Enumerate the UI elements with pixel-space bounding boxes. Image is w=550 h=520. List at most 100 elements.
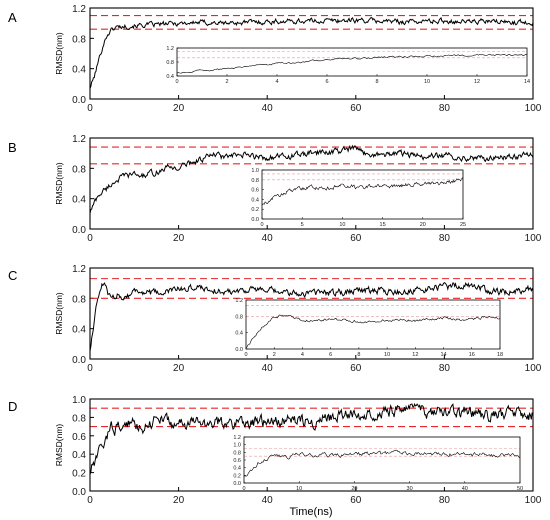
inset-x-tick-label: 6 xyxy=(329,352,332,358)
rmsd-trace xyxy=(89,16,534,89)
inset-y-tick-label: 0.8 xyxy=(251,178,259,184)
panel-label: B xyxy=(8,140,17,155)
inset-y-tick-label: 1.2 xyxy=(235,298,243,304)
y-tick-label: 0.2 xyxy=(72,469,86,480)
x-tick-label: 0 xyxy=(87,363,93,374)
inset-x-tick-label: 10 xyxy=(296,486,302,492)
inset-y-tick-label: 0.0 xyxy=(235,347,243,353)
y-tick-label: 1.2 xyxy=(72,134,86,145)
y-axis-title: RMSD(nm) xyxy=(54,292,64,335)
inset-y-tick-label: 0.6 xyxy=(233,458,241,464)
x-tick-label: 100 xyxy=(525,103,542,114)
inset-x-tick-label: 12 xyxy=(474,79,480,85)
inset-trace xyxy=(243,449,521,477)
inset-y-tick-label: 0.8 xyxy=(235,314,243,320)
x-tick-label: 20 xyxy=(173,363,185,374)
x-tick-label: 40 xyxy=(262,233,274,244)
inset-x-tick-label: 0 xyxy=(175,79,178,85)
y-tick-label: 0.8 xyxy=(72,413,86,424)
inset-y-tick-label: 1.2 xyxy=(166,46,174,52)
inset-x-tick-label: 14 xyxy=(440,352,446,358)
y-tick-label: 0.6 xyxy=(72,432,86,443)
x-tick-label: 0 xyxy=(87,233,93,244)
x-tick-label: 100 xyxy=(525,363,542,374)
panel-label: C xyxy=(8,268,17,283)
x-tick-label: 80 xyxy=(439,495,451,506)
inset-x-tick-label: 20 xyxy=(420,222,426,228)
inset-y-tick-label: 1.0 xyxy=(251,168,259,174)
inset-x-tick-label: 14 xyxy=(524,79,530,85)
inset-x-tick-label: 10 xyxy=(339,222,345,228)
inset-x-tick-label: 10 xyxy=(384,352,390,358)
x-tick-label: 0 xyxy=(87,103,93,114)
inset-background xyxy=(244,437,520,483)
x-axis-title: Time(ns) xyxy=(290,506,333,518)
inset-y-tick-label: 0.4 xyxy=(233,466,241,472)
inset-y-tick-label: 0.0 xyxy=(233,481,241,487)
inset-trace xyxy=(245,314,501,349)
y-tick-label: 0.4 xyxy=(72,195,86,206)
inset-y-tick-label: 1.2 xyxy=(233,435,241,441)
inset-x-tick-label: 15 xyxy=(380,222,386,228)
rmsd-trace xyxy=(89,281,534,352)
inset-x-tick-label: 0 xyxy=(244,352,247,358)
rmsd-trace xyxy=(89,402,534,475)
inset-x-tick-label: 0 xyxy=(242,486,245,492)
inset-x-tick-label: 2 xyxy=(273,352,276,358)
y-axis-title: RMSD(nm) xyxy=(54,162,64,205)
x-tick-label: 20 xyxy=(173,103,185,114)
inset-plot: 0 10 20 30 40 50 0.0 0.20.4 0.6 0.81.0 1.2 xyxy=(233,435,523,492)
inset-x-tick-label: 40 xyxy=(462,486,468,492)
inset-plot: 0 2 4 6 8 10 12 14 16 18 0.0 0.4 0.8 1.2 xyxy=(235,298,503,358)
inset-y-tick-label: 0.6 xyxy=(251,188,259,194)
plot-frame xyxy=(89,7,534,100)
x-tick-label: 40 xyxy=(262,495,274,506)
inset-y-tick-label: 0.4 xyxy=(251,197,259,203)
y-tick-label: 1.2 xyxy=(72,264,86,275)
inset-trace xyxy=(261,176,464,206)
inset-y-tick-label: 0.8 xyxy=(166,60,174,66)
y-tick-label: 0.0 xyxy=(72,225,86,236)
x-tick-label: 20 xyxy=(173,233,185,244)
inset-x-tick-label: 30 xyxy=(407,486,413,492)
inset-x-tick-label: 12 xyxy=(412,352,418,358)
inset-y-tick-label: 0.4 xyxy=(235,331,243,337)
inset-frame xyxy=(176,47,528,77)
inset-x-tick-label: 20 xyxy=(351,486,357,492)
x-tick-label: 40 xyxy=(262,103,274,114)
x-tick-label: 60 xyxy=(350,495,362,506)
plot-frame xyxy=(89,137,534,230)
inset-y-tick-label: 0.0 xyxy=(251,217,259,223)
x-tick-label: 0 xyxy=(87,495,93,506)
inset-x-tick-label: 8 xyxy=(357,352,360,358)
y-axis-title: RMSD(nm) xyxy=(54,32,64,75)
inset-x-tick-label: 2 xyxy=(225,79,228,85)
panel-b: B RMSD(nm) 0 20 40 60 80 100 0.0 0.4 0.8 1.2 0 5 10 15 2… xyxy=(8,134,542,244)
panel-label: D xyxy=(8,399,17,414)
x-tick-label: 100 xyxy=(525,233,542,244)
inset-x-tick-label: 0 xyxy=(260,222,263,228)
x-tick-label: 100 xyxy=(525,495,542,506)
inset-x-tick-label: 18 xyxy=(497,352,503,358)
inset-trace xyxy=(176,53,528,74)
x-tick-label: 60 xyxy=(350,363,362,374)
panel-label: A xyxy=(8,10,17,25)
inset-y-tick-label: 0.8 xyxy=(233,450,241,456)
panel-a: A RMSD(nm) 0 20 40 60 80 100 0.0 0.4 0.8 1.2 0 2 4 6 8 10… xyxy=(8,4,542,114)
inset-plot: 0 5 10 15 20 25 0.0 0.2 0.4 0.6 0.8 1.0 xyxy=(251,168,466,228)
inset-plot: 0 2 4 6 8 10 12 14 0.4 0.8 1.2 xyxy=(166,46,530,85)
x-tick-label: 80 xyxy=(439,233,451,244)
inset-frame xyxy=(245,299,501,350)
x-tick-label: 80 xyxy=(439,363,451,374)
x-tick-label: 60 xyxy=(350,233,362,244)
inset-y-tick-label: 0.4 xyxy=(166,74,174,80)
y-tick-label: 0.8 xyxy=(72,294,86,305)
inset-x-tick-label: 5 xyxy=(301,222,304,228)
panel-c: C RMSD(nm) 0 20 40 60 80 100 0.0 0.4 0.8 1.2 0 2 4 6 8 10… xyxy=(8,264,542,374)
inset-y-tick-label: 0.2 xyxy=(233,473,241,479)
y-tick-label: 1.0 xyxy=(72,395,86,406)
y-tick-label: 0.4 xyxy=(72,65,86,76)
